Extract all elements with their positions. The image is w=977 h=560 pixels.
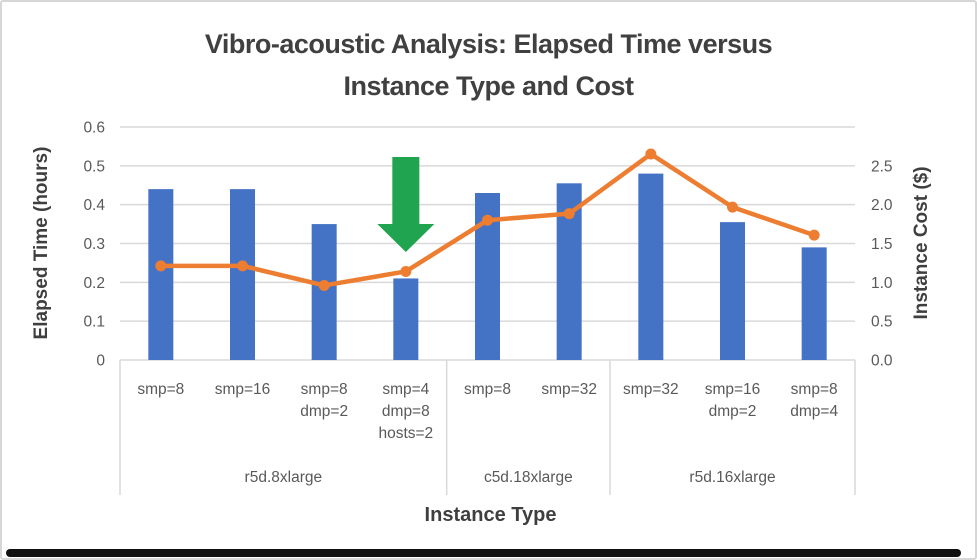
x-axis-title: Instance Type [424, 504, 557, 526]
cost-line-marker [727, 201, 738, 213]
chart-title: Vibro-acoustic Analysis: Elapsed Time ve… [2, 23, 975, 107]
group-label: c5d.18xlarge [484, 469, 573, 486]
right-tick-label: 0.0 [871, 353, 893, 370]
left-tick-label: 0.6 [83, 120, 105, 137]
category-label: smp=8 [464, 381, 511, 398]
category-label: smp=32 [623, 381, 679, 398]
bar-elapsed-time [311, 224, 337, 360]
chart-title-line-1: Vibro-acoustic Analysis: Elapsed Time ve… [204, 29, 773, 59]
category-label: smp=16 [705, 381, 761, 398]
right-tick-label: 0.5 [871, 314, 893, 331]
bar-elapsed-time [148, 189, 174, 360]
category-label: dmp=2 [300, 403, 348, 420]
right-tick-label: 1.5 [871, 236, 893, 253]
category-label: smp=8 [137, 381, 184, 398]
cost-line-marker [400, 265, 412, 277]
cost-line-marker [155, 260, 167, 272]
left-tick-label: 0.4 [83, 197, 105, 214]
bar-elapsed-time [638, 173, 664, 360]
bar-elapsed-time [393, 278, 419, 360]
category-label: smp=32 [541, 381, 597, 398]
category-label: smp=4 [382, 381, 429, 398]
category-label: dmp=2 [709, 403, 757, 420]
bar-elapsed-time [720, 222, 745, 360]
cost-line-marker [482, 214, 493, 226]
right-tick-label: 2.5 [871, 158, 893, 175]
left-tick-label: 0.1 [83, 314, 105, 331]
cost-line-marker [563, 208, 575, 220]
group-label: r5d.8xlarge [245, 469, 323, 486]
category-label: smp=16 [215, 381, 271, 398]
left-tick-label: 0.2 [83, 275, 105, 292]
chart-title-line-2: Instance Type and Cost [343, 71, 634, 101]
bar-elapsed-time [801, 247, 827, 360]
category-label: dmp=8 [382, 403, 430, 420]
category-label: hosts=2 [378, 425, 433, 442]
right-tick-label: 2.0 [871, 197, 893, 214]
right-tick-label: 1.0 [871, 275, 893, 292]
cost-line-marker [808, 229, 820, 241]
green-down-arrow-annotation [377, 157, 435, 252]
cost-line-marker [318, 279, 330, 291]
left-tick-label: 0.5 [83, 158, 105, 175]
cost-line-marker [645, 148, 657, 160]
bottom-border-bar [6, 549, 961, 557]
category-label: smp=8 [301, 381, 348, 398]
left-tick-label: 0 [96, 353, 105, 370]
left-tick-label: 0.3 [83, 236, 105, 253]
bar-elapsed-time [230, 189, 255, 360]
group-label: r5d.16xlarge [689, 469, 775, 486]
cost-line-marker [237, 260, 248, 272]
category-label: dmp=4 [790, 403, 838, 420]
category-label: smp=8 [791, 381, 838, 398]
